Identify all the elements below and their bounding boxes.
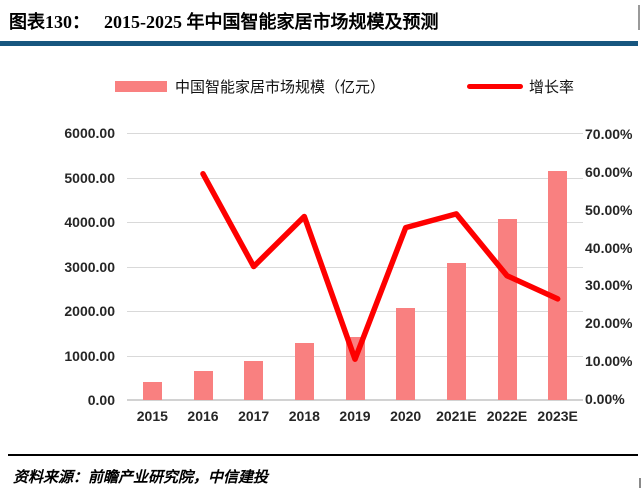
gridline — [127, 177, 583, 179]
x-axis-label-2018: 2018 — [288, 408, 320, 424]
x-axis-label-2021E: 2021E — [436, 408, 477, 424]
right-axis-tick-label: 60.00% — [585, 163, 633, 180]
legend-item-growth-rate: 增长率 — [467, 76, 574, 97]
bar-2016 — [193, 371, 213, 400]
legend-label-growth-rate: 增长率 — [529, 79, 575, 96]
x-axis-label-2023E: 2023E — [537, 408, 578, 424]
left-axis-tick-label: 4000.00 — [64, 214, 115, 230]
x-axis-label-2016: 2016 — [187, 408, 219, 424]
figure-number-label: 图表130： — [9, 12, 90, 32]
x-axis-label-2015: 2015 — [136, 408, 168, 424]
legend-item-market-size: 中国智能家居市场规模（亿元） — [115, 76, 385, 97]
right-axis-tick-label: 0.00% — [585, 391, 625, 407]
figure-title-text: 2015-2025 年中国智能家居市场规模及预测 — [104, 12, 439, 32]
footer-rule — [8, 454, 638, 456]
x-axis-label-2020: 2020 — [390, 408, 422, 424]
gridline — [127, 311, 583, 312]
gridline — [127, 222, 583, 223]
left-axis-tick-label: 6000.00 — [64, 125, 115, 141]
bar-series-swatch-icon — [115, 81, 167, 92]
bar-2021E — [446, 263, 466, 400]
bar-2022E — [497, 218, 517, 400]
left-axis-tick-label: 1000.00 — [64, 347, 115, 364]
legend-label-market-size: 中国智能家居市场规模（亿元） — [175, 79, 386, 96]
gridline — [127, 266, 583, 268]
left-axis-tick-label: 3000.00 — [64, 258, 115, 275]
title-underline-rule — [0, 41, 638, 46]
x-axis-label-2022E: 2022E — [486, 408, 528, 424]
x-axis-label-2017: 2017 — [238, 408, 270, 424]
page-edge-mark — [638, 5, 640, 30]
left-axis-tick-label: 5000.00 — [64, 169, 115, 186]
right-axis-tick-label: 30.00% — [585, 277, 633, 294]
growth-rate-line — [200, 171, 561, 362]
figure-title: 图表130： 2015-2025 年中国智能家居市场规模及预测 — [9, 8, 629, 34]
left-axis-tick-label: 0.00 — [87, 392, 115, 408]
bar-2023E — [548, 170, 568, 400]
bar-2020 — [396, 308, 416, 400]
gridline — [127, 399, 583, 401]
left-axis-tick-label: 2000.00 — [64, 303, 115, 319]
gridline — [127, 133, 583, 134]
line-series-swatch-icon — [467, 84, 523, 89]
right-axis-tick-label: 40.00% — [585, 239, 633, 256]
bar-2017 — [244, 361, 264, 400]
bar-2015 — [142, 382, 162, 400]
right-axis-tick-label: 10.00% — [585, 353, 633, 370]
page-edge-mark-bottom — [639, 478, 641, 488]
bar-2018 — [294, 342, 314, 400]
right-axis-tick-label: 70.00% — [585, 126, 633, 142]
right-axis-tick-label: 20.00% — [585, 315, 633, 332]
plot-area — [127, 133, 583, 401]
source-note: 资料来源：前瞻产业研究院，中信建投 — [13, 470, 269, 486]
x-axis-label-2019: 2019 — [339, 408, 371, 424]
chart-legend: 中国智能家居市场规模（亿元） 增长率 — [0, 70, 641, 96]
right-axis-tick-label: 50.00% — [585, 201, 633, 218]
